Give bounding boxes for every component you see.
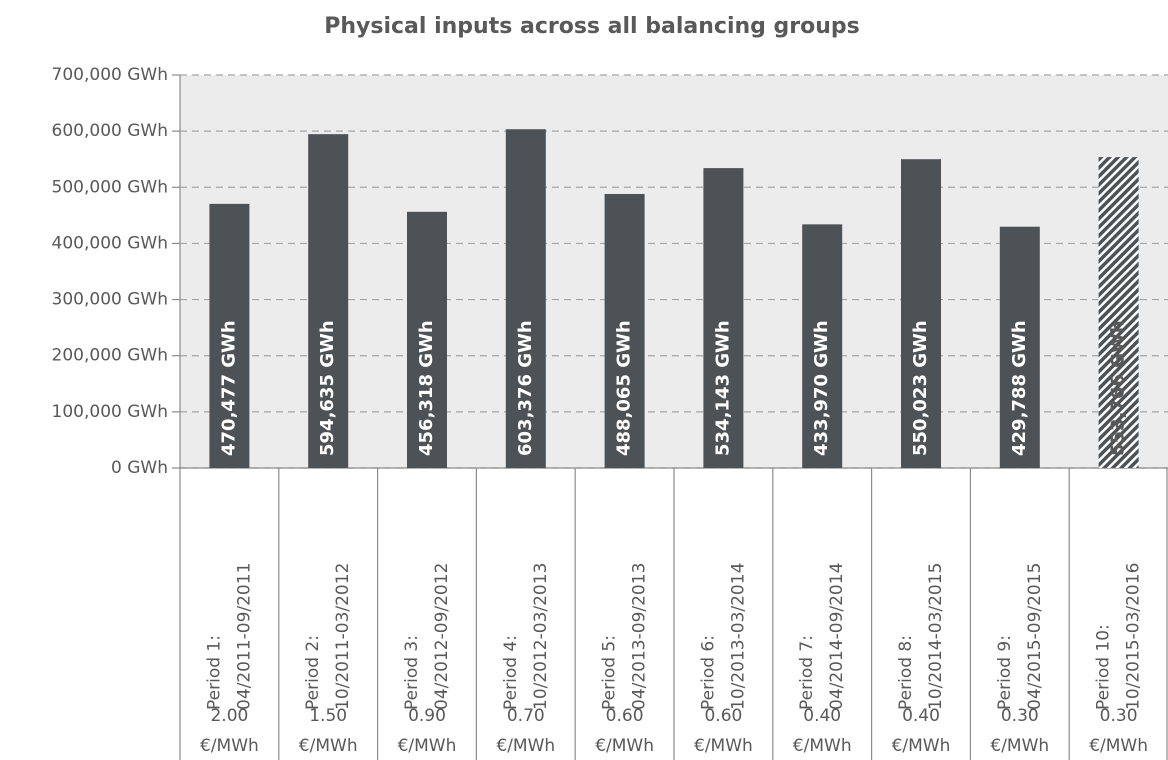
- value-label: 488,065 GWh: [614, 320, 635, 456]
- fee-label: €/MWh: [299, 736, 358, 756]
- fee-label: 0.60: [704, 706, 742, 726]
- x-tick-label: 04/2011-09/2011: [234, 563, 254, 710]
- value-label: 433,970 GWh: [811, 320, 832, 456]
- bar: [999, 226, 1040, 468]
- x-tick-label: 04/2013-09/2013: [630, 563, 650, 710]
- x-tick-label: Period 3:: [402, 635, 422, 710]
- x-tick-label: 10/2013-03/2014: [728, 563, 748, 710]
- value-label: 534,143 GWh: [712, 320, 733, 456]
- y-tick-label: 100,000 GWh: [52, 402, 168, 422]
- bar: [505, 129, 546, 468]
- value-label: 550,023 GWh: [910, 320, 931, 456]
- value-label: 594,635 GWh: [317, 320, 338, 456]
- chart-title: Physical inputs across all balancing gro…: [324, 14, 860, 39]
- fee-label: 1.50: [309, 706, 347, 726]
- x-tick-label: Period 2:: [303, 635, 323, 710]
- bar: [901, 159, 941, 469]
- bar: [1098, 157, 1139, 468]
- fee-label: 0.70: [507, 706, 545, 726]
- x-tick-label: 10/2011-03/2012: [333, 563, 353, 710]
- value-label: 553,766 GWh: [1108, 320, 1129, 456]
- x-tick-label: 10/2015-03/2016: [1124, 563, 1144, 710]
- fee-label: €/MWh: [793, 736, 852, 756]
- bar: [802, 224, 843, 468]
- y-tick-label: 400,000 GWh: [52, 233, 168, 253]
- fee-label: €/MWh: [990, 736, 1049, 756]
- x-tick-label: 10/2014-03/2015: [926, 563, 946, 710]
- x-tick-label: Period 8:: [896, 635, 916, 710]
- value-label: 470,477 GWh: [218, 320, 239, 456]
- x-tick-label: Period 7:: [797, 635, 817, 710]
- fee-label: 0.30: [1100, 706, 1138, 726]
- fee-label: 2.00: [210, 706, 248, 726]
- fee-label: €/MWh: [398, 736, 457, 756]
- value-label: 456,318 GWh: [416, 320, 437, 456]
- value-label: 603,376 GWh: [515, 320, 536, 456]
- bar: [308, 134, 349, 469]
- fee-label: €/MWh: [694, 736, 753, 756]
- x-tick-label: 04/2014-09/2014: [827, 563, 847, 710]
- y-tick-label: 700,000 GWh: [52, 65, 168, 85]
- y-tick-label: 0 GWh: [111, 458, 168, 478]
- fee-label: €/MWh: [595, 736, 654, 756]
- fee-label: 0.40: [902, 706, 940, 726]
- bar: [209, 203, 250, 468]
- bar: [407, 211, 447, 468]
- x-tick-label: Period 10:: [1094, 624, 1114, 710]
- x-tick-label: 04/2012-09/2012: [432, 563, 452, 710]
- fee-label: 0.40: [803, 706, 841, 726]
- fee-label: €/MWh: [1089, 736, 1148, 756]
- x-tick-label: 10/2012-03/2013: [531, 563, 551, 710]
- y-tick-label: 300,000 GWh: [52, 290, 168, 310]
- y-tick-label: 200,000 GWh: [52, 346, 168, 366]
- fee-label: 0.60: [606, 706, 644, 726]
- bar: [703, 168, 744, 468]
- fee-label: 0.90: [408, 706, 446, 726]
- fee-label: €/MWh: [496, 736, 555, 756]
- x-tick-label: Period 6:: [698, 635, 718, 710]
- x-tick-label: Period 5:: [600, 635, 620, 710]
- x-tick-label: Period 4:: [501, 635, 521, 710]
- value-label: 429,788 GWh: [1009, 320, 1030, 456]
- fee-label: €/MWh: [892, 736, 951, 756]
- x-tick-label: Period 1:: [204, 635, 224, 710]
- y-tick-label: 600,000 GWh: [52, 121, 168, 141]
- y-tick-label: 500,000 GWh: [52, 177, 168, 197]
- fee-label: 0.30: [1001, 706, 1039, 726]
- fee-label: €/MWh: [200, 736, 259, 756]
- bar: [604, 193, 645, 468]
- x-tick-label: 04/2015-09/2015: [1025, 563, 1045, 710]
- x-tick-label: Period 9:: [995, 635, 1015, 710]
